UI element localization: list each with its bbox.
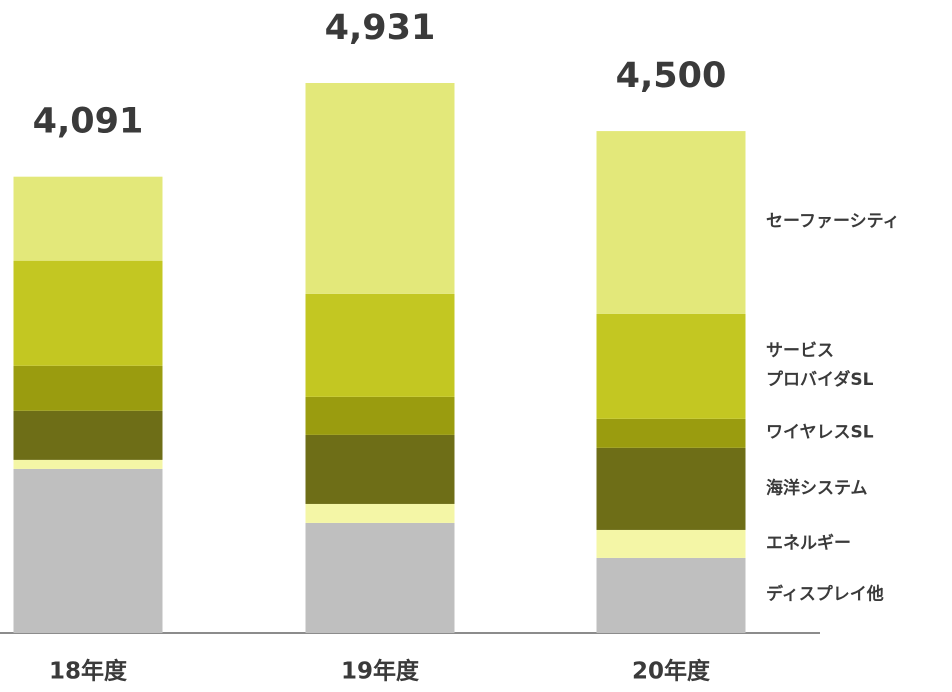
bar-segment — [13, 468, 163, 633]
x-tick-label: 18年度 — [49, 658, 128, 685]
x-tick-label: 19年度 — [341, 658, 420, 685]
total-label: 4,500 — [616, 56, 727, 96]
bar-segment — [305, 522, 455, 633]
bar-segment — [305, 396, 455, 435]
x-tick-label: 20年度 — [632, 658, 711, 685]
legend-label: ディスプレイ他 — [766, 584, 884, 605]
bar-segment — [13, 176, 163, 261]
legend-label: セーファーシティ — [766, 211, 900, 232]
bar-segment — [596, 131, 746, 314]
total-label: 4,091 — [33, 102, 144, 142]
legend-label: サービス プロバイダSL — [766, 341, 874, 391]
bar-segment — [596, 529, 746, 558]
bar-segment — [13, 365, 163, 411]
total-label: 4,931 — [325, 8, 436, 48]
bar-segment — [305, 83, 455, 294]
bar-segment — [596, 447, 746, 530]
bar-segment — [305, 293, 455, 397]
bar-segment — [13, 260, 163, 366]
bar-segment — [13, 459, 163, 469]
bar-segment — [596, 418, 746, 448]
bar-segment — [305, 503, 455, 523]
bar-segment — [305, 434, 455, 504]
bar-segment — [13, 410, 163, 460]
legend-label: ワイヤレスSL — [766, 422, 874, 443]
legend-label: エネルギー — [766, 533, 851, 554]
bar-segment — [596, 557, 746, 633]
legend-label: 海洋システム — [766, 478, 868, 499]
bar-segment — [596, 313, 746, 419]
